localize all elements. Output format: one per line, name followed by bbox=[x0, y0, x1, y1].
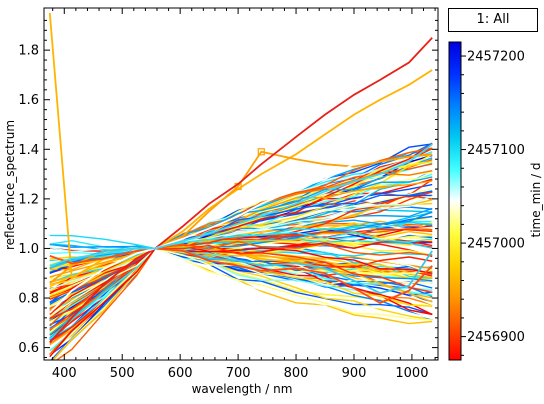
y-tick-label: 0.6 bbox=[18, 341, 39, 356]
x-tick-label: 900 bbox=[342, 366, 367, 381]
colorbar-label: time_min / d bbox=[529, 162, 543, 237]
colorbar-tick-label: 2456900 bbox=[467, 330, 525, 345]
legend-label: 1: All bbox=[476, 12, 510, 27]
y-tick-label: 1.8 bbox=[18, 44, 39, 59]
spectrum-line bbox=[49, 247, 433, 314]
spectrum-line bbox=[49, 245, 433, 303]
colorbar-scale bbox=[449, 42, 461, 360]
y-tick-label: 1.2 bbox=[18, 192, 39, 207]
spectrum-line bbox=[49, 190, 433, 304]
highlight-spectrum-line bbox=[49, 143, 433, 267]
highlight-spectrum-line bbox=[49, 37, 433, 344]
colorbar-tick-label: 2457000 bbox=[467, 237, 525, 252]
x-tick-label: 400 bbox=[52, 366, 77, 381]
series-group bbox=[48, 12, 433, 360]
x-tick-label: 500 bbox=[110, 366, 135, 381]
legend-box[interactable]: 1: All bbox=[448, 8, 538, 32]
highlight-spectrum-line bbox=[49, 247, 433, 305]
spectrum-line bbox=[49, 176, 433, 269]
colorbar-tick-label: 2457100 bbox=[467, 143, 525, 158]
spectrum-marker bbox=[257, 148, 265, 156]
x-tick-label: 600 bbox=[168, 366, 193, 381]
spectrum-line bbox=[49, 227, 433, 318]
y-tick-label: 1.0 bbox=[18, 242, 39, 257]
colorbar-tick-label: 2457200 bbox=[467, 50, 525, 65]
y-tick-label: 0.8 bbox=[18, 292, 39, 307]
highlight-spectrum-line bbox=[49, 247, 433, 295]
x-axis-label: wavelength / nm bbox=[192, 382, 293, 396]
highlight-spectrum-line bbox=[49, 131, 433, 314]
spectrum-line bbox=[49, 247, 433, 307]
y-tick-label: 1.4 bbox=[18, 143, 39, 158]
x-tick-label: 700 bbox=[226, 366, 251, 381]
spectrum-line bbox=[49, 195, 433, 291]
x-tick-label: 800 bbox=[284, 366, 309, 381]
spectrum-line bbox=[49, 244, 433, 301]
spectrum-line bbox=[49, 231, 433, 340]
y-tick-label: 1.6 bbox=[18, 93, 39, 108]
spectrum-line bbox=[52, 230, 433, 360]
y-axis-label: reflectance_spectrum bbox=[3, 120, 17, 250]
colorbar-frame bbox=[448, 41, 462, 361]
plot-frame bbox=[43, 7, 439, 361]
x-tick-label: 1000 bbox=[395, 366, 428, 381]
spectrum-line bbox=[49, 234, 433, 250]
spectrum-line bbox=[49, 247, 433, 358]
spectrum-line bbox=[55, 240, 433, 360]
